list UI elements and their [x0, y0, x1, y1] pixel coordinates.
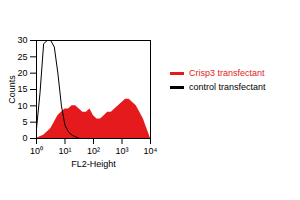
svg-text:25: 25 [17, 52, 27, 62]
svg-text:20: 20 [17, 68, 27, 78]
svg-text:10⁴: 10⁴ [144, 146, 158, 156]
svg-text:10²: 10² [87, 146, 100, 156]
svg-text:10³: 10³ [115, 146, 128, 156]
svg-text:10: 10 [17, 101, 27, 111]
svg-text:10¹: 10¹ [58, 146, 71, 156]
svg-text:FL2-Height: FL2-Height [71, 159, 116, 169]
svg-text:5: 5 [22, 117, 27, 127]
html-text:Crisp3 transfectant: Crisp3 transfectant [189, 68, 265, 78]
svg-text:10⁰: 10⁰ [30, 146, 43, 156]
svg-text:30: 30 [17, 35, 27, 45]
svg-text:0: 0 [22, 133, 27, 143]
html-text:control transfectant: control transfectant [189, 82, 266, 92]
svg-text:Counts: Counts [7, 75, 17, 104]
svg-text:15: 15 [17, 84, 27, 94]
